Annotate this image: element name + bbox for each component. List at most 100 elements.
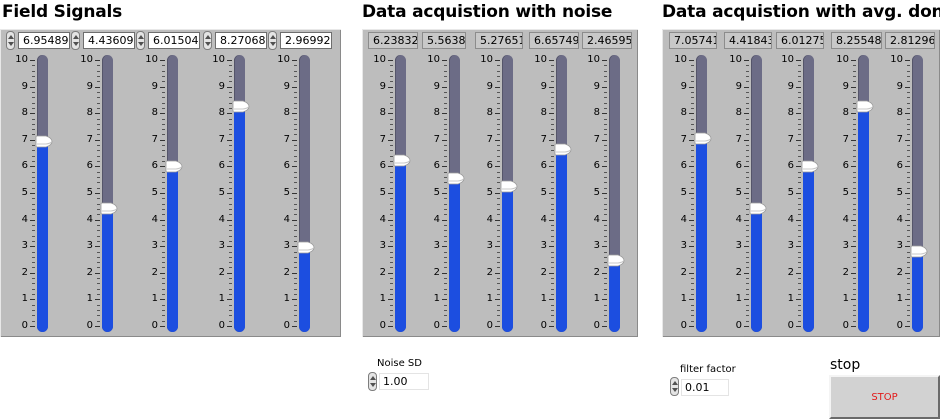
increment-icon[interactable] [8, 35, 14, 39]
slider-fill [167, 166, 178, 332]
scale-minor-tick [294, 156, 297, 157]
stop-button[interactable]: STOP [829, 375, 940, 419]
scale-minor-tick [551, 252, 554, 253]
slider-value-4[interactable]: 8.27068 [215, 32, 267, 49]
scale-minor-tick [604, 71, 607, 72]
scale-major-tick [549, 139, 554, 141]
scale-minor-tick [444, 262, 447, 263]
scale-minor-tick [162, 294, 165, 295]
scale-minor-tick [746, 252, 749, 253]
value-spinner[interactable] [136, 31, 145, 50]
scale-label: 6 [842, 160, 849, 172]
scale-minor-tick [294, 65, 297, 66]
scale-minor-tick [390, 257, 393, 258]
decrement-icon[interactable] [370, 383, 376, 387]
slider-track[interactable] [234, 55, 245, 332]
slider-value-5[interactable]: 2.96992 [280, 32, 332, 49]
slider-track[interactable] [299, 55, 310, 332]
scale-minor-tick [691, 97, 694, 98]
scale-minor-tick [32, 182, 35, 183]
decrement-icon[interactable] [73, 42, 79, 46]
scale-major-tick [689, 219, 694, 221]
slider-value-1: 7.05741 [669, 32, 717, 49]
scale-minor-tick [853, 315, 856, 316]
scale-minor-tick [229, 92, 232, 93]
scale-minor-tick [853, 214, 856, 215]
increment-icon[interactable] [270, 35, 276, 39]
slider-fill [449, 178, 460, 332]
scale-minor-tick [746, 214, 749, 215]
scale-minor-tick [853, 92, 856, 93]
scale-label: 9 [486, 80, 493, 92]
scale-label: 8 [896, 107, 903, 119]
scale-minor-tick [390, 267, 393, 268]
decrement-icon[interactable] [270, 42, 276, 46]
scale-minor-tick [444, 134, 447, 135]
scale-label: 5 [593, 187, 600, 198]
scale-major-tick [388, 60, 393, 61]
decrement-icon[interactable] [672, 388, 678, 392]
scale-label: 4 [787, 213, 794, 225]
slider-fill [37, 141, 48, 332]
value-spinner[interactable] [203, 31, 212, 50]
slider-track[interactable] [102, 55, 113, 332]
scale-minor-tick [497, 257, 500, 258]
scale-minor-tick [604, 230, 607, 231]
slider-knob[interactable] [35, 135, 53, 148]
increment-icon[interactable] [672, 381, 678, 385]
scale-major-tick [495, 139, 500, 141]
scale-minor-tick [746, 262, 749, 263]
scale-minor-tick [390, 278, 393, 279]
scale-minor-tick [229, 177, 232, 178]
slider-knob[interactable] [297, 241, 315, 254]
decrement-icon[interactable] [138, 42, 144, 46]
scale-major-tick [689, 326, 694, 327]
scale-minor-tick [691, 289, 694, 290]
scale-minor-tick [691, 252, 694, 253]
scale-major-tick [388, 139, 393, 141]
slider-knob[interactable] [100, 202, 118, 215]
increment-icon[interactable] [138, 35, 144, 39]
scale-major-tick [602, 166, 607, 168]
value-spinner[interactable] [268, 31, 277, 50]
scale-minor-tick [551, 257, 554, 258]
scale-minor-tick [162, 81, 165, 82]
increment-icon[interactable] [205, 35, 211, 39]
scale-major-tick [851, 219, 856, 221]
decrement-icon[interactable] [8, 42, 14, 46]
filter-factor-spinner[interactable] [670, 377, 679, 396]
scale-label: 1 [283, 293, 290, 305]
scale-minor-tick [32, 150, 35, 151]
slider-knob[interactable] [232, 100, 250, 113]
scale-major-tick [227, 272, 232, 274]
scale-minor-tick [229, 76, 232, 77]
slider-value-1[interactable]: 6.95489 [18, 32, 70, 49]
scale-minor-tick [497, 119, 500, 120]
slider-value-3[interactable]: 6.01504 [148, 32, 200, 49]
value-spinner[interactable] [6, 31, 15, 50]
noise-sd-spinner[interactable] [368, 372, 377, 391]
decrement-icon[interactable] [205, 42, 211, 46]
scale-major-tick [95, 113, 100, 115]
slider-track[interactable] [37, 55, 48, 332]
scale-minor-tick [746, 257, 749, 258]
noise-sd-input[interactable]: 1.00 [379, 373, 429, 390]
increment-icon[interactable] [73, 35, 79, 39]
scale-minor-tick [229, 305, 232, 306]
scale-minor-tick [97, 267, 100, 268]
scale-minor-tick [32, 129, 35, 130]
filter-factor-input[interactable]: 0.01 [681, 379, 729, 396]
slider-value-2[interactable]: 4.43609 [83, 32, 135, 49]
scale-minor-tick [551, 209, 554, 210]
scale-label: 4 [433, 213, 440, 225]
scale-label: 9 [218, 80, 225, 92]
slider-track[interactable] [167, 55, 178, 332]
scale-minor-tick [798, 172, 801, 173]
value-spinner[interactable] [71, 31, 80, 50]
increment-icon[interactable] [370, 376, 376, 380]
scale-label: 6 [787, 160, 794, 172]
slider-knob[interactable] [165, 160, 183, 173]
scale-minor-tick [907, 241, 910, 242]
scale-major-tick [851, 60, 856, 61]
scale-minor-tick [390, 124, 393, 125]
